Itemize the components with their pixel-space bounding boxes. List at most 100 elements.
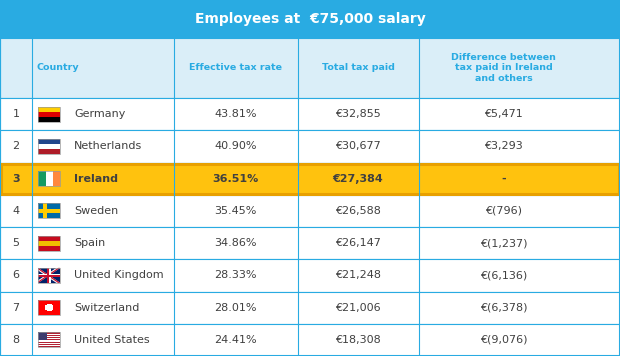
Bar [38,139,60,154]
Bar [38,117,60,122]
Text: €(1,237): €(1,237) [480,238,528,248]
Bar [1,163,619,194]
Bar [38,340,60,342]
Text: 40.90%: 40.90% [215,141,257,151]
Text: 35.45%: 35.45% [215,206,257,216]
Text: Country: Country [36,63,79,73]
Bar [38,107,60,112]
Polygon shape [38,268,60,283]
Bar [38,333,60,347]
Polygon shape [38,268,60,283]
Text: 36.51%: 36.51% [213,174,259,184]
Text: 2: 2 [12,141,20,151]
Text: 7: 7 [12,303,20,313]
Text: United Kingdom: United Kingdom [74,270,164,281]
Bar [38,246,60,251]
Bar [38,139,60,144]
Text: -: - [502,174,506,184]
Text: Effective tax rate: Effective tax rate [189,63,282,73]
Text: Employees at  €75,000 salary: Employees at €75,000 salary [195,12,425,26]
Text: €(9,076): €(9,076) [480,335,528,345]
Text: Sweden: Sweden [74,206,118,216]
Text: 1: 1 [12,109,20,119]
Bar [47,304,51,312]
Bar [38,346,60,347]
Text: €21,006: €21,006 [335,303,381,313]
Text: Netherlands: Netherlands [74,141,143,151]
Text: €21,248: €21,248 [335,270,381,281]
Bar [38,203,60,218]
Bar [38,209,60,213]
Bar [0,0,620,38]
Text: €26,147: €26,147 [335,238,381,248]
Bar [38,268,60,283]
Text: 28.33%: 28.33% [215,270,257,281]
Text: 34.86%: 34.86% [215,238,257,248]
Bar [0,130,620,162]
Bar [47,268,49,283]
Text: €(6,136): €(6,136) [480,270,528,281]
Text: €27,384: €27,384 [333,174,383,184]
Polygon shape [38,268,60,283]
Bar [0,162,620,195]
Bar [38,335,60,336]
Bar [38,343,60,344]
Text: 43.81%: 43.81% [215,109,257,119]
Text: €3,293: €3,293 [484,141,523,151]
Text: €26,588: €26,588 [335,206,381,216]
Text: €(6,378): €(6,378) [480,303,528,313]
Bar [46,171,53,186]
Bar [38,334,60,335]
Text: 5: 5 [12,238,20,248]
Bar [38,345,60,346]
Text: Germany: Germany [74,109,126,119]
Bar [38,333,48,340]
Bar [0,227,620,259]
Bar [0,292,620,324]
Bar [0,38,620,98]
Text: United States: United States [74,335,150,345]
Bar [45,305,53,310]
Text: Ireland: Ireland [74,174,118,184]
Text: 8: 8 [12,335,20,345]
Bar [38,336,60,337]
Text: €18,308: €18,308 [335,335,381,345]
Bar [38,241,60,246]
Bar [38,339,60,340]
Text: 6: 6 [12,270,20,281]
Bar [38,276,60,277]
Bar [0,195,620,227]
Polygon shape [38,268,60,283]
Bar [0,98,620,130]
Bar [47,268,51,283]
Bar [43,203,48,218]
Bar [38,300,60,315]
Bar [38,236,60,251]
Bar [38,268,60,283]
Text: 24.41%: 24.41% [215,335,257,345]
Bar [38,107,60,122]
Bar [0,324,620,356]
Text: Total tax paid: Total tax paid [322,63,394,73]
Text: Spain: Spain [74,238,105,248]
Text: 28.01%: 28.01% [215,303,257,313]
Bar [0,259,620,292]
Bar [38,337,60,338]
Bar [38,274,60,277]
Bar [38,300,60,315]
Bar [38,344,60,345]
Bar [38,203,60,218]
Bar [53,171,60,186]
Bar [38,333,60,334]
Text: €(796): €(796) [485,206,522,216]
Bar [38,112,60,117]
Text: 3: 3 [12,174,20,184]
Text: €5,471: €5,471 [484,109,523,119]
Text: Switzerland: Switzerland [74,303,140,313]
Bar [38,144,60,149]
Text: Difference between
tax paid in Ireland
and others: Difference between tax paid in Ireland a… [451,53,556,83]
Bar [38,171,46,186]
Text: €32,855: €32,855 [335,109,381,119]
Text: €30,677: €30,677 [335,141,381,151]
Bar [38,149,60,154]
